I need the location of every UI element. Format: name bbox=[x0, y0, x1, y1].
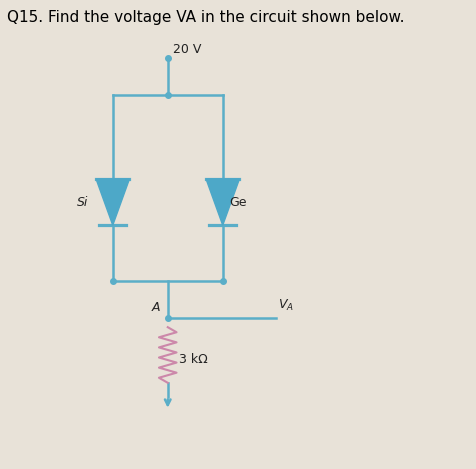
Text: Si: Si bbox=[77, 196, 89, 209]
Text: $V_A$: $V_A$ bbox=[277, 298, 293, 313]
Text: Ge: Ge bbox=[229, 196, 246, 209]
Text: A: A bbox=[151, 301, 159, 314]
Text: 3 kΩ: 3 kΩ bbox=[178, 353, 207, 366]
Polygon shape bbox=[206, 179, 239, 225]
Polygon shape bbox=[96, 179, 129, 225]
Text: Q15. Find the voltage VA in the circuit shown below.: Q15. Find the voltage VA in the circuit … bbox=[7, 10, 404, 25]
Text: 20 V: 20 V bbox=[173, 43, 201, 56]
